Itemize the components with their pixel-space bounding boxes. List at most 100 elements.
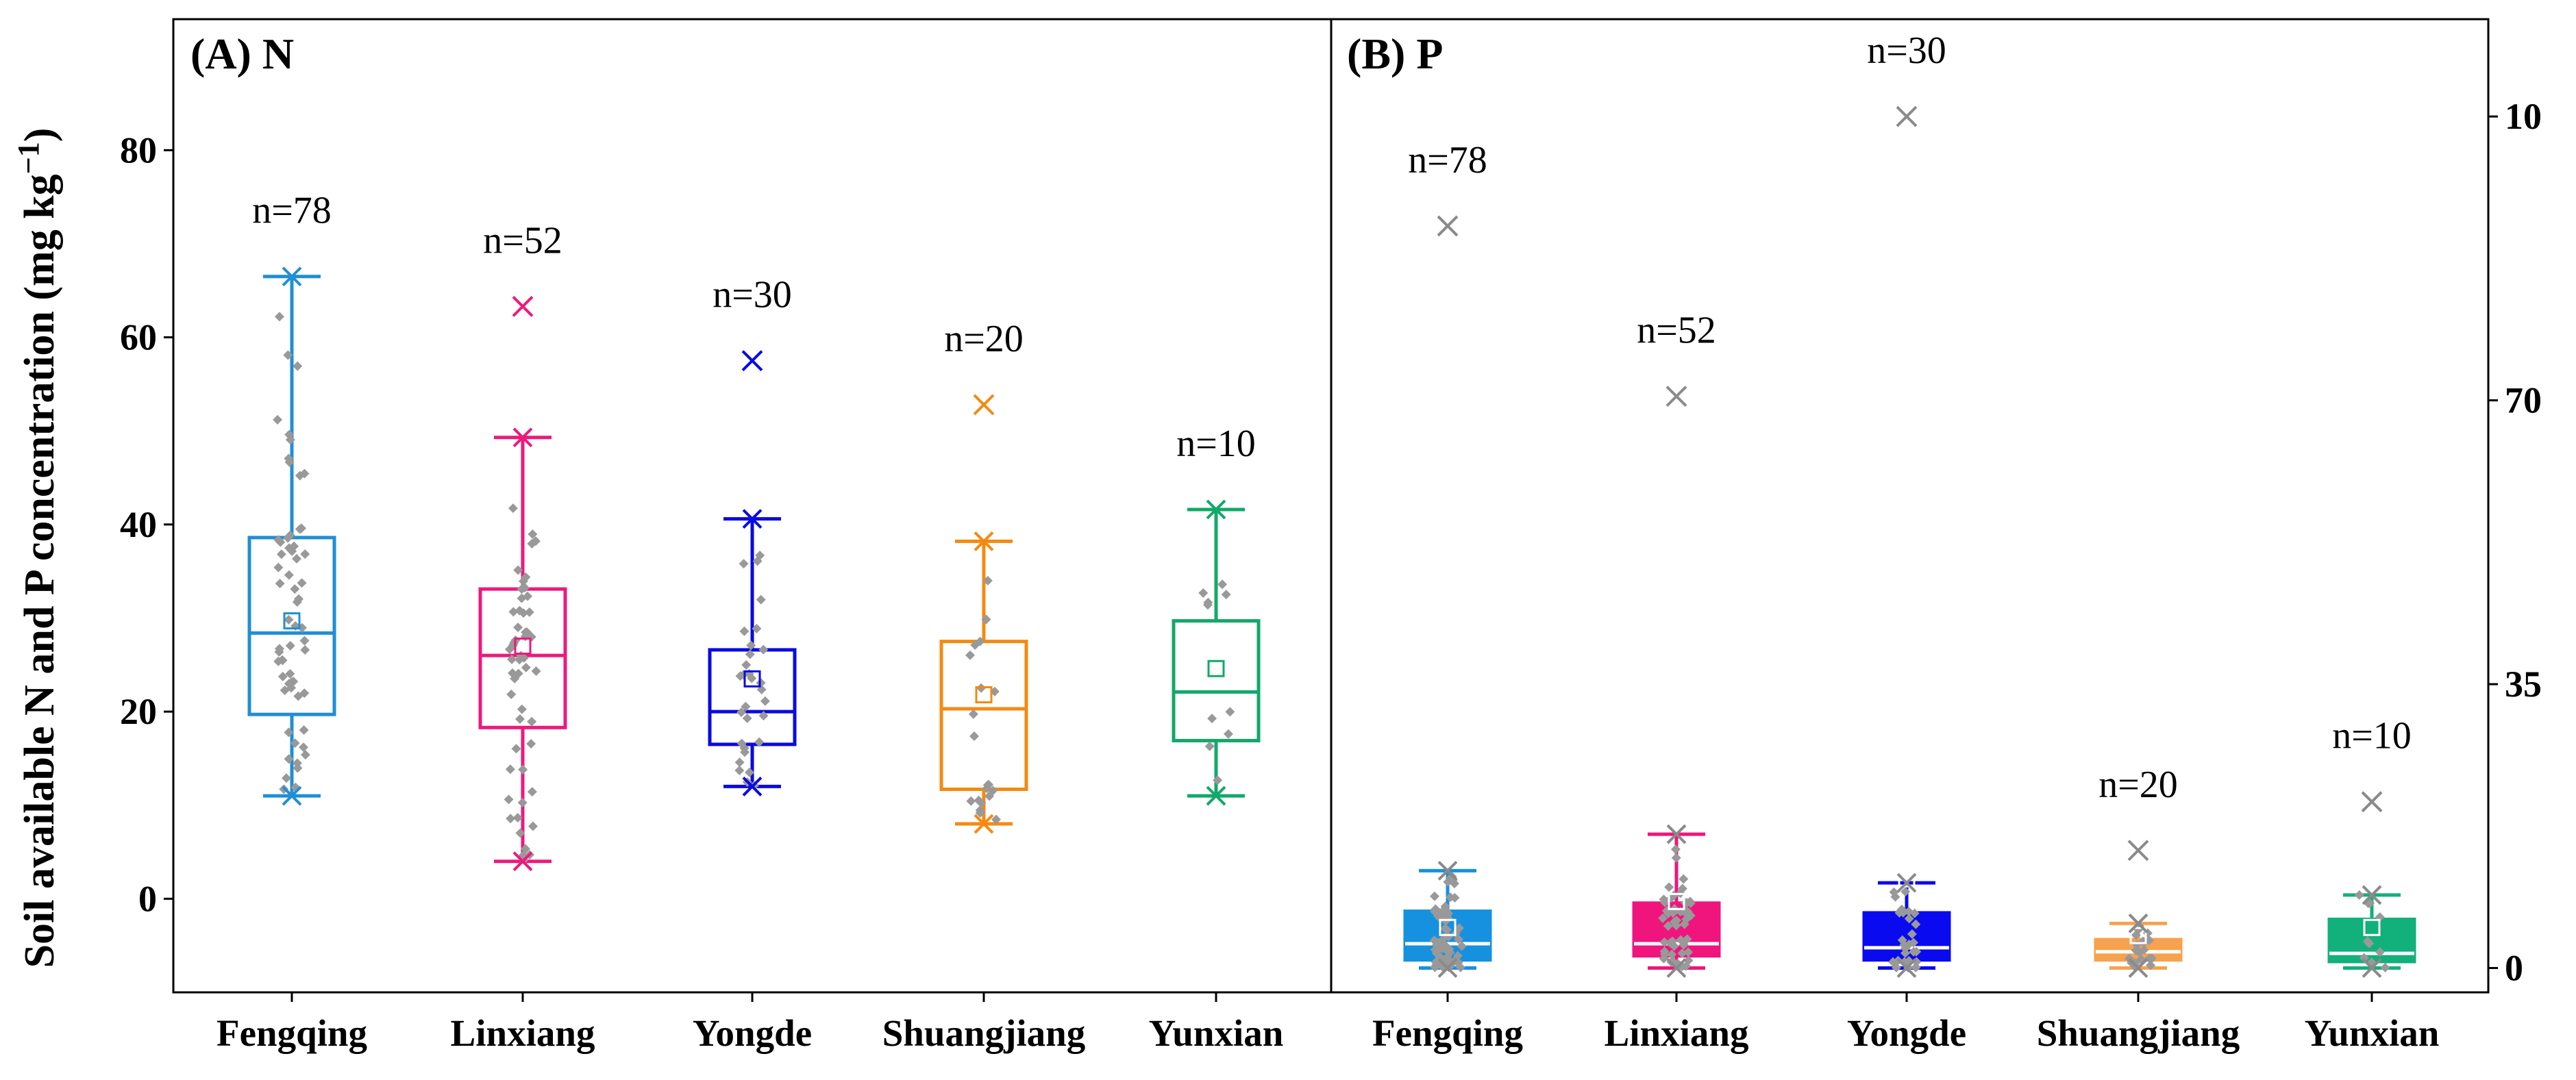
y-tick-label: 0 <box>2505 947 2523 988</box>
data-point <box>528 821 538 831</box>
category-label: Shuangjiang <box>2037 1012 2240 1054</box>
extreme-marker <box>282 266 302 287</box>
data-point <box>1198 588 1209 598</box>
data-point <box>281 773 291 783</box>
data-point <box>513 565 523 575</box>
data-point <box>513 623 523 633</box>
data-point <box>739 626 750 636</box>
data-point <box>284 754 294 764</box>
data-point <box>1429 891 1439 901</box>
extreme-marker <box>1896 872 1917 893</box>
data-point <box>2364 938 2375 949</box>
data-point <box>1452 951 1463 961</box>
data-point <box>299 636 310 646</box>
data-point <box>524 607 534 617</box>
category-label: Yongde <box>693 1012 812 1054</box>
data-point <box>293 361 303 371</box>
data-point <box>758 711 769 721</box>
data-point <box>2139 944 2149 955</box>
data-point <box>277 655 288 666</box>
outlier-marker <box>741 350 763 372</box>
data-point <box>2359 953 2369 963</box>
data-point <box>1681 914 1692 925</box>
data-point <box>1890 892 1900 902</box>
data-point <box>505 764 515 775</box>
box-linxiang: Linxiang n=52 <box>1605 310 1749 1054</box>
data-point <box>531 666 541 677</box>
data-point <box>286 683 297 693</box>
data-point <box>300 750 310 760</box>
data-point <box>284 429 295 440</box>
y-axis-title: Soil available N and P concentration (mg… <box>12 128 63 968</box>
mean-marker <box>1207 660 1225 677</box>
data-point <box>275 578 285 588</box>
data-point <box>760 696 770 706</box>
data-point <box>1431 904 1441 914</box>
y-tick-label: 35 <box>2505 664 2542 705</box>
data-point <box>515 655 525 665</box>
data-point <box>1909 938 1919 948</box>
data-point <box>741 660 752 670</box>
data-point <box>522 627 532 638</box>
data-point <box>758 644 769 655</box>
n-label: n=52 <box>1637 310 1716 352</box>
data-point <box>1429 935 1439 946</box>
data-point <box>285 530 295 540</box>
data-point <box>1683 955 1694 966</box>
data-point <box>1671 853 1681 863</box>
data-point <box>276 549 286 560</box>
data-point <box>991 814 1001 825</box>
data-point <box>515 828 525 838</box>
mean-marker <box>283 612 301 630</box>
data-point <box>1659 946 1670 957</box>
data-point <box>1207 714 1217 724</box>
n-label: n=20 <box>2098 764 2178 806</box>
data-point <box>506 689 517 699</box>
data-point <box>504 644 515 655</box>
plot-frame <box>172 18 1333 994</box>
data-point <box>1900 886 1911 896</box>
data-point <box>508 668 518 678</box>
box-shuangjiang: Shuangjiang n=20 <box>2037 764 2240 1054</box>
data-point <box>299 725 309 735</box>
data-point <box>1663 921 1673 931</box>
data-point <box>1221 590 1231 600</box>
data-point <box>300 549 310 560</box>
data-point <box>745 767 755 777</box>
extreme-marker <box>2362 885 2382 905</box>
data-point <box>1677 948 1687 958</box>
y-axis-title-superscript: −1 <box>12 142 45 174</box>
y-axis-title-close: ) <box>16 128 63 142</box>
data-point <box>1911 962 1921 972</box>
data-point <box>756 678 766 688</box>
mean-marker <box>1439 918 1457 936</box>
data-point <box>741 701 751 712</box>
category-label: Yunxian <box>2305 1012 2440 1054</box>
category-label: Fengqing <box>1372 1012 1523 1054</box>
y-tick-label: 80 <box>120 129 157 171</box>
data-point <box>1204 741 1215 751</box>
data-point <box>735 671 745 681</box>
data-point <box>965 650 975 660</box>
data-point <box>299 468 310 479</box>
mean-marker <box>1668 892 1685 910</box>
data-point <box>747 673 757 683</box>
box-yongde: Yongde n=30 <box>1847 29 1966 1054</box>
data-point <box>1223 729 1233 739</box>
box-linxiang: Linxiang n=52 <box>451 219 595 1054</box>
data-point <box>285 640 295 651</box>
extreme-marker <box>512 427 533 448</box>
y-tick-label: 60 <box>120 317 157 358</box>
category-label: Linxiang <box>451 1012 595 1054</box>
extreme-marker <box>1437 860 1458 881</box>
data-point <box>299 742 309 753</box>
iqr-box <box>939 640 1028 792</box>
data-point <box>1659 894 1669 905</box>
data-point <box>512 813 523 823</box>
y-tick-label: 40 <box>120 504 157 545</box>
extreme-marker <box>742 776 763 796</box>
data-point <box>975 807 985 818</box>
data-point <box>1911 919 1921 929</box>
extreme-marker <box>1666 958 1687 978</box>
n-label: n=10 <box>2332 715 2412 757</box>
